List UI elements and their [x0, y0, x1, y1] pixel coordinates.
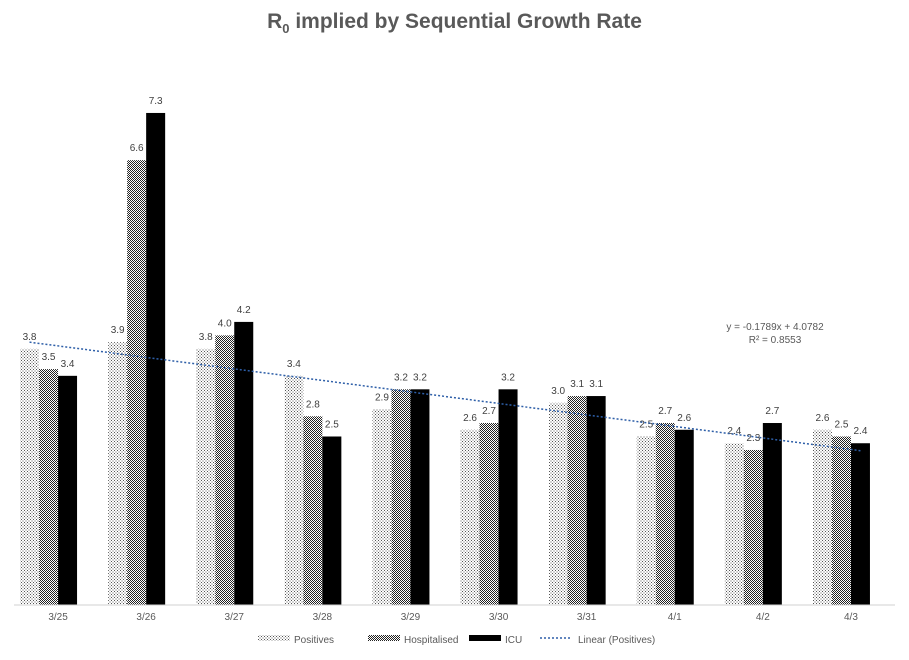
data-label-icu-3-29: 3.2 [413, 372, 427, 383]
legend-swatch-positives [258, 635, 290, 641]
data-label-hospitalised-3-26: 6.6 [130, 143, 144, 154]
data-label-positives-4-2: 2.4 [727, 426, 741, 437]
data-label-hospitalised-3-28: 2.8 [306, 399, 320, 410]
bar-hospitalised-4-1 [655, 423, 675, 605]
data-label-icu-3-28: 2.5 [325, 419, 339, 430]
x-tick-label: 3/29 [401, 612, 421, 623]
x-tick-label: 4/2 [756, 612, 770, 623]
bar-positives-4-1 [636, 436, 656, 605]
bar-positives-3-28 [284, 375, 304, 605]
x-tick-label: 3/26 [136, 612, 156, 623]
title-subscript: 0 [282, 21, 290, 37]
x-tick-label: 4/3 [844, 612, 858, 623]
data-label-icu-3-31: 3.1 [589, 379, 603, 390]
data-label-hospitalised-3-27: 4.0 [218, 318, 232, 329]
bar-hospitalised-3-27 [215, 335, 235, 605]
legend-label-positives: Positives [294, 635, 334, 646]
bar-hospitalised-3-26 [127, 160, 147, 605]
legend-label-hospitalised: Hospitalised [404, 635, 458, 646]
data-label-positives-4-1: 2.5 [639, 419, 653, 430]
x-tick-label: 3/25 [48, 612, 68, 623]
data-label-positives-4-3: 2.6 [815, 413, 829, 424]
x-tick-label: 3/28 [313, 612, 333, 623]
trendline-equation: y = -0.1789x + 4.0782 [726, 322, 824, 333]
bar-hospitalised-3-28 [303, 416, 323, 605]
bar-icu-3-27 [234, 321, 254, 605]
data-label-positives-3-25: 3.8 [23, 332, 37, 343]
bar-icu-4-1 [674, 429, 694, 605]
data-label-hospitalised-4-1: 2.7 [658, 406, 672, 417]
x-tick-label: 3/27 [225, 612, 245, 623]
bar-icu-3-26 [146, 112, 166, 606]
bar-positives-3-26 [108, 342, 128, 605]
x-tick-labels-group: 3/25 3/26 3/27 3/28 3/29 3/30 3/31 4/1 4/2 4/3 [48, 612, 858, 623]
data-label-hospitalised-4-3: 2.5 [834, 419, 848, 430]
bar-positives-3-29 [372, 409, 392, 605]
data-label-icu-3-30: 3.2 [501, 372, 515, 383]
data-label-hospitalised-3-31: 3.1 [570, 379, 584, 390]
bar-icu-3-30 [498, 389, 518, 605]
data-label-icu-4-1: 2.6 [677, 413, 691, 424]
chart-title: R0 implied by Sequential Growth Rate [0, 10, 909, 36]
legend-label-trendline: Linear (Positives) [578, 635, 655, 646]
data-label-positives-3-30: 2.6 [463, 413, 477, 424]
data-label-hospitalised-4-2: 2.3 [746, 433, 760, 444]
title-rest: implied by Sequential Growth Rate [289, 10, 642, 33]
data-label-hospitalised-3-29: 3.2 [394, 372, 408, 383]
data-label-icu-4-2: 2.7 [765, 406, 779, 417]
bar-positives-4-2 [724, 443, 744, 605]
bar-icu-3-29 [410, 389, 430, 605]
x-tick-label: 4/1 [668, 612, 682, 623]
bar-hospitalised-3-31 [567, 396, 587, 605]
bars-group [20, 112, 870, 606]
x-tick-label: 3/31 [577, 612, 597, 623]
legend-swatch-hospitalised [368, 635, 400, 641]
bar-hospitalised-4-3 [831, 436, 851, 605]
data-label-positives-3-31: 3.0 [551, 386, 565, 397]
bar-hospitalised-3-30 [479, 423, 499, 605]
x-tick-label: 3/30 [489, 612, 509, 623]
data-label-icu-3-26: 7.3 [149, 96, 163, 107]
data-label-hospitalised-3-25: 3.5 [42, 352, 56, 363]
data-label-positives-3-26: 3.9 [111, 325, 125, 336]
data-label-icu-3-25: 3.4 [61, 359, 75, 370]
data-label-icu-3-27: 4.2 [237, 305, 251, 316]
legend-label-icu: ICU [505, 635, 522, 646]
bar-icu-3-25 [58, 375, 78, 605]
bar-hospitalised-3-25 [39, 369, 59, 605]
data-label-positives-3-29: 2.9 [375, 393, 389, 404]
data-labels-group: 3.8 3.5 3.4 3.9 6.6 7.3 3.8 4.0 4.2 3.4 2.8 2.5 2.9 3… [23, 96, 868, 444]
title-main: R [267, 10, 283, 33]
bar-icu-4-2 [762, 423, 782, 605]
bar-positives-3-30 [460, 429, 480, 605]
legend: Positives Hospitalised ICU Linear (Positive… [258, 635, 655, 646]
bar-icu-4-3 [850, 443, 870, 605]
bar-positives-4-3 [812, 429, 832, 605]
bar-icu-3-28 [322, 436, 342, 605]
trendline-r2: R² = 0.8553 [749, 335, 802, 346]
bar-hospitalised-4-2 [743, 449, 763, 605]
data-label-positives-3-28: 3.4 [287, 359, 301, 370]
bar-icu-3-31 [586, 396, 606, 605]
data-label-positives-3-27: 3.8 [199, 332, 213, 343]
data-label-hospitalised-3-30: 2.7 [482, 406, 496, 417]
legend-swatch-icu [469, 635, 501, 641]
bar-positives-3-27 [196, 348, 216, 605]
data-label-icu-4-3: 2.4 [853, 426, 867, 437]
bar-positives-3-25 [20, 348, 40, 605]
bar-hospitalised-3-29 [391, 389, 411, 605]
bar-positives-3-31 [548, 402, 568, 605]
